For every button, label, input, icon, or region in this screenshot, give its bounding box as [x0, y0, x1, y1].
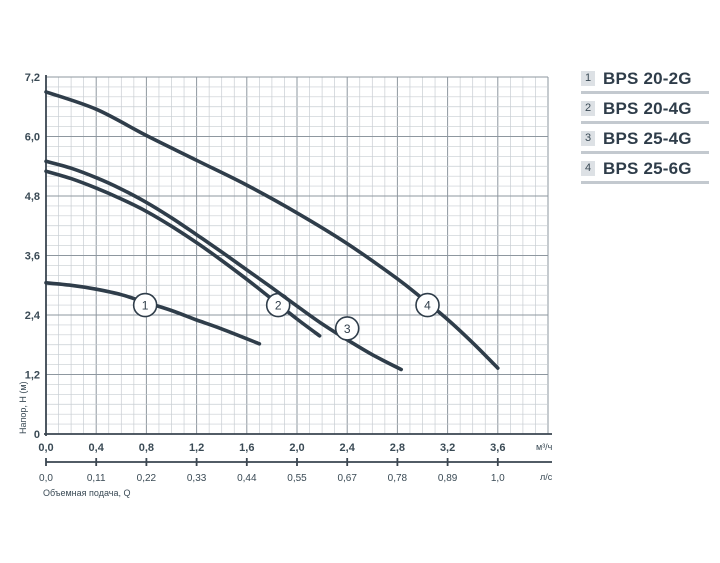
y-tick-label: 7,2 [25, 72, 40, 84]
x-tick-label-secondary: 0,55 [287, 473, 307, 484]
series-marker-circle [132, 292, 158, 318]
x-tick-label-secondary: 1,0 [491, 473, 505, 484]
x-unit-secondary-label: л/с [540, 472, 553, 482]
x-tick-label-secondary: 0,78 [388, 473, 408, 484]
x-tick-label: 2,0 [289, 442, 304, 454]
x-tick-label-secondary: 0,11 [87, 473, 106, 484]
series-marker-label: 2 [275, 299, 282, 313]
x-tick-label: 1,2 [189, 442, 204, 454]
x-tick-label: 0,8 [139, 442, 154, 454]
legend-item: 1 BPS 20-2G [581, 66, 709, 94]
x-tick-label-secondary: 0,0 [39, 473, 53, 484]
series-marker-circle [415, 292, 440, 318]
x-tick-label-secondary: 0,67 [337, 473, 357, 484]
chart-labels: Напор, Н (м) Объемная подача, Q м³/ч л/с… [18, 72, 553, 498]
legend-model-name: BPS 25-4G [603, 128, 692, 148]
y-tick-label: 3,6 [25, 251, 40, 263]
y-tick-label: 2,4 [25, 310, 41, 322]
chart-legend: 1 BPS 20-2G 2 BPS 20-4G 3 BPS 25-4G 4 BP… [581, 66, 709, 186]
y-tick-label: 6,0 [25, 132, 40, 144]
x-tick-label-secondary: 0,33 [187, 473, 207, 484]
legend-number: 4 [581, 161, 595, 176]
series-marker-circle [334, 316, 360, 341]
series-marker-label: 1 [142, 299, 149, 313]
y-tick-label: 4,8 [25, 191, 40, 203]
legend-model-name: BPS 20-2G [603, 68, 692, 88]
y-tick-label: 0 [34, 429, 40, 441]
x-unit-primary-label: м³/ч [536, 442, 553, 452]
chart-grid [45, 76, 549, 435]
legend-model-name: BPS 25-6G [603, 158, 692, 178]
x-tick-label: 0,4 [89, 442, 105, 454]
y-tick-label: 1,2 [25, 370, 40, 382]
x-tick-label: 0,0 [38, 442, 53, 454]
x-tick-label: 2,4 [340, 442, 356, 454]
legend-model-name: BPS 20-4G [603, 98, 692, 118]
series-line-4 [44, 90, 500, 370]
legend-item: 4 BPS 25-6G [581, 156, 709, 184]
y-axis-label: Напор, Н (м) [18, 381, 28, 434]
legend-number: 1 [581, 71, 595, 86]
chart-curves: 1 2 3 4 [44, 90, 500, 372]
legend-item: 2 BPS 20-4G [581, 96, 709, 124]
x-tick-label: 3,6 [490, 442, 505, 454]
x-tick-label: 3,2 [440, 442, 455, 454]
x-tick-label-secondary: 0,89 [438, 473, 458, 484]
x-tick-label-secondary: 0,22 [137, 473, 157, 484]
chart-axes [44, 75, 552, 466]
series-marker-label: 3 [344, 322, 351, 336]
legend-number: 3 [581, 131, 595, 146]
series-marker-label: 4 [424, 299, 431, 313]
legend-item: 3 BPS 25-4G [581, 126, 709, 154]
x-axis-label: Объемная подача, Q [43, 488, 130, 498]
x-tick-label-secondary: 0,44 [237, 473, 257, 484]
legend-number: 2 [581, 101, 595, 116]
x-tick-label: 2,8 [390, 442, 405, 454]
x-tick-label: 1,6 [239, 442, 254, 454]
